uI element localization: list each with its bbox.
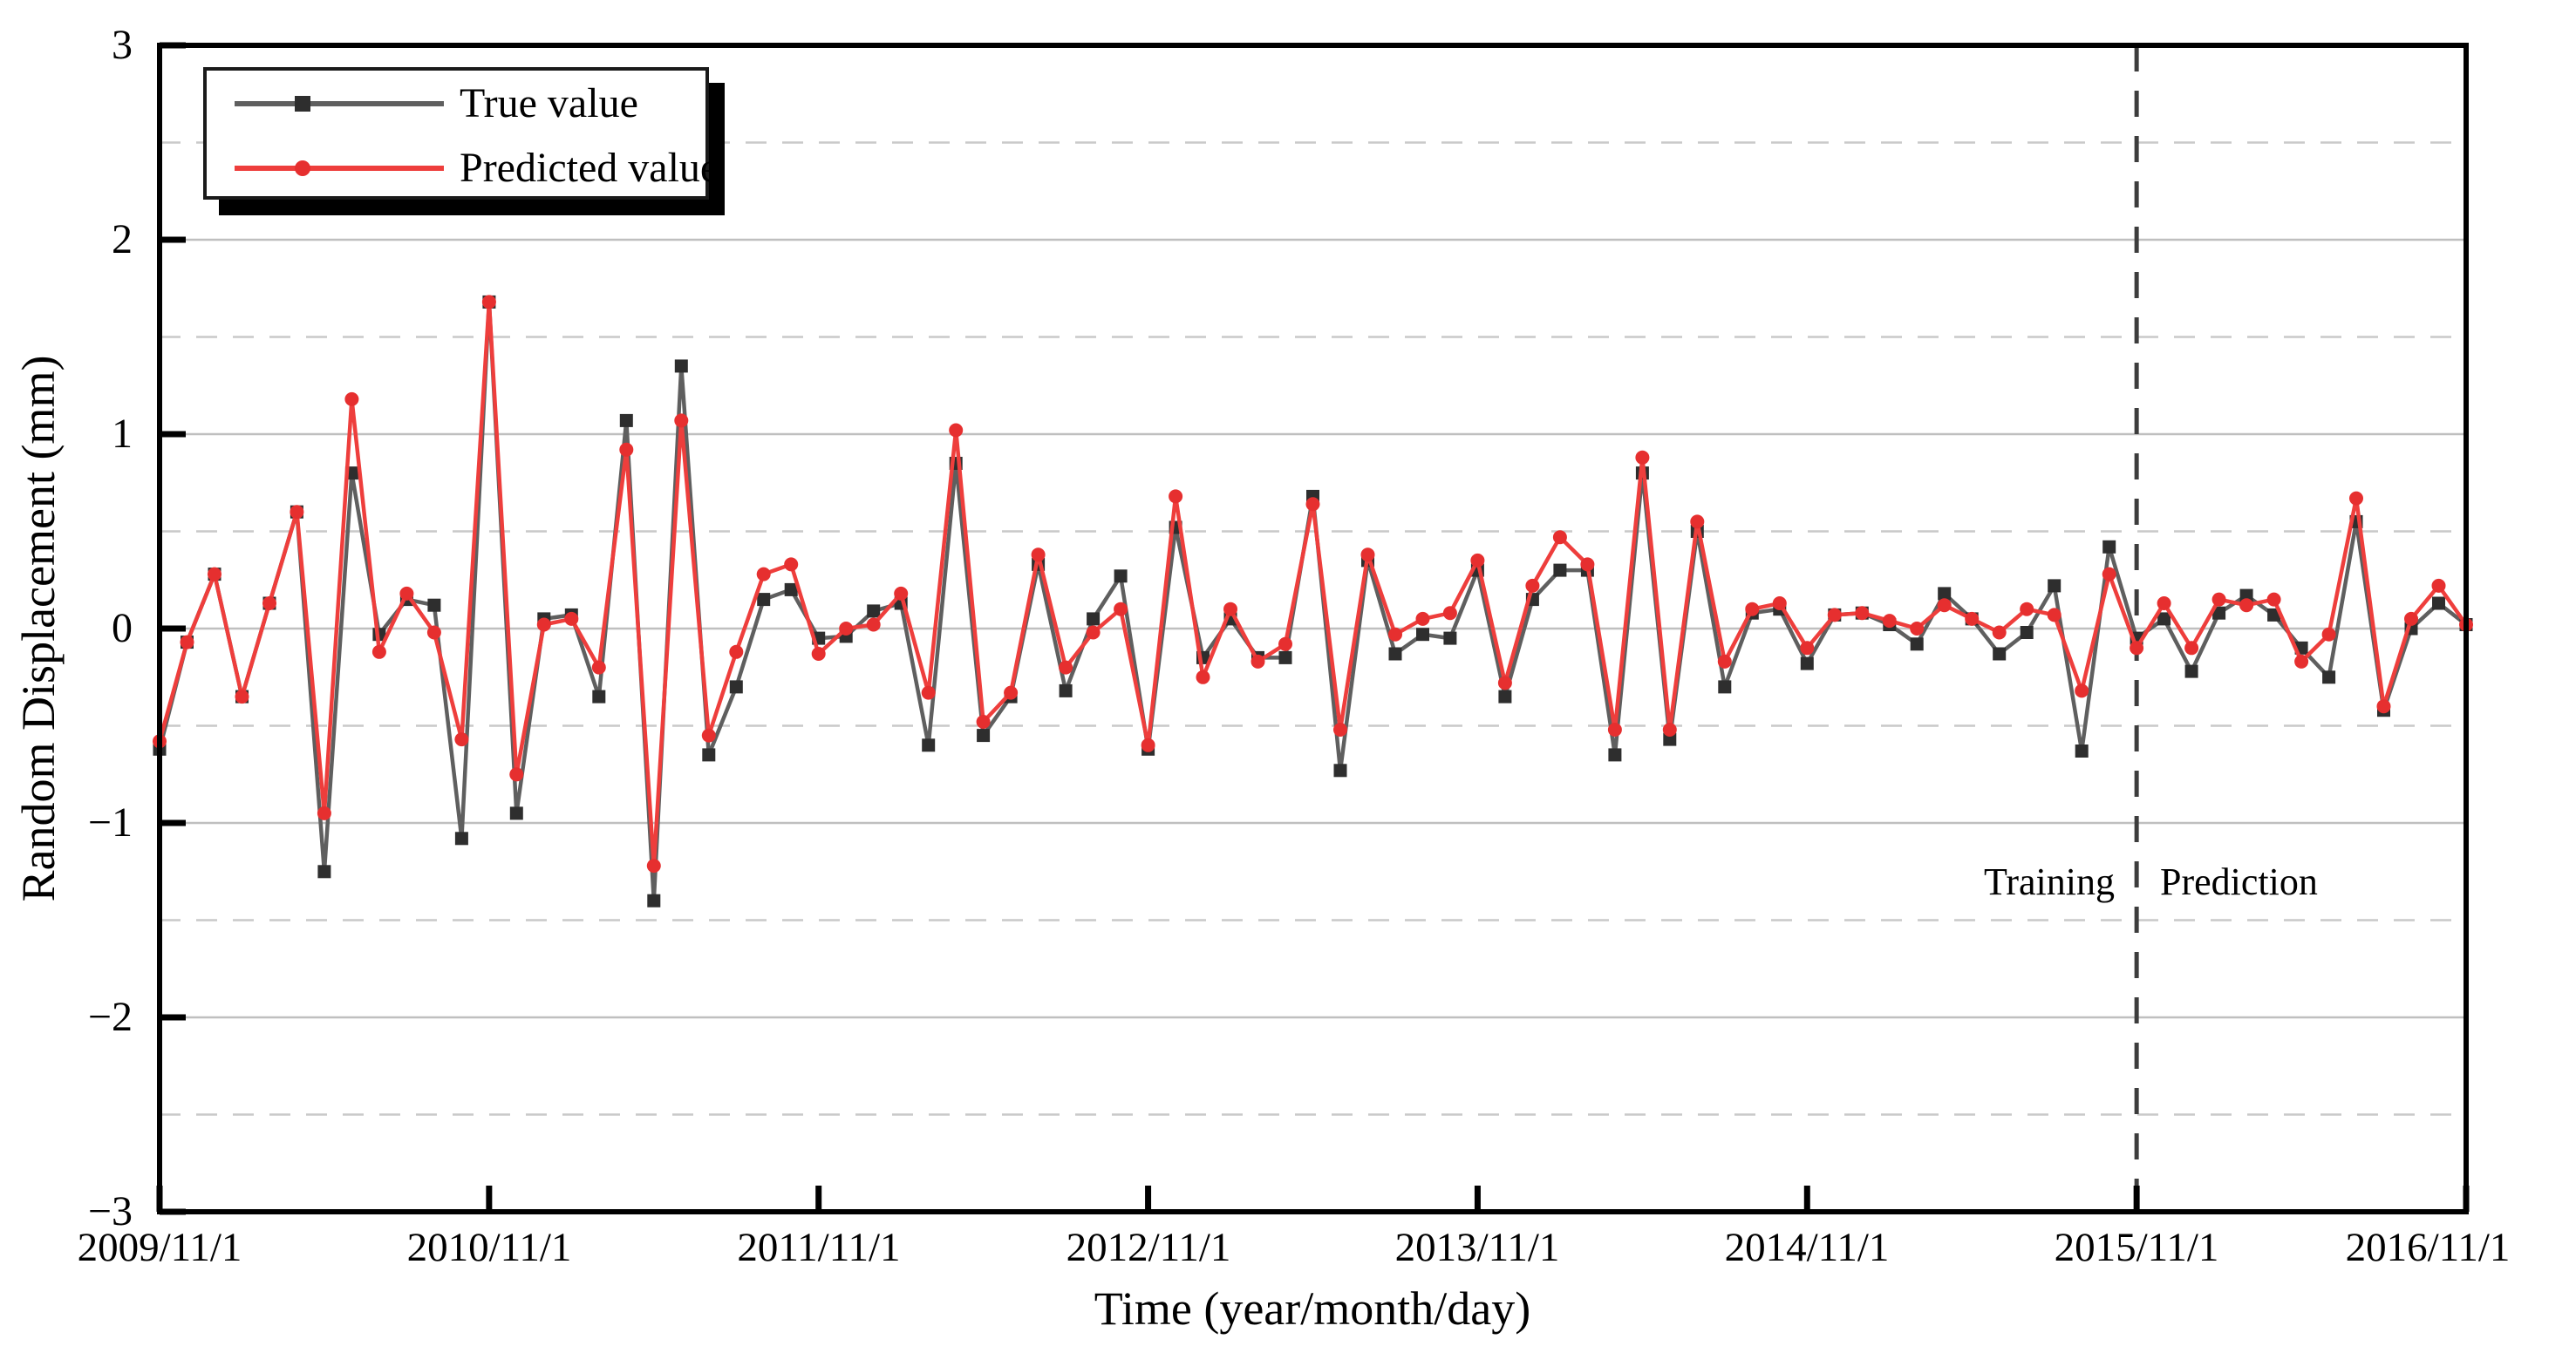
- y-tick-label: 0: [112, 605, 133, 651]
- x-tick-label: 2012/11/1: [1066, 1225, 1231, 1270]
- true-series: [153, 295, 2473, 908]
- true-series-square-marker-icon: [295, 96, 310, 112]
- y-tick-label: 3: [112, 22, 133, 68]
- x-tick-label: 2011/11/1: [737, 1225, 901, 1270]
- predicted-series-line-swatch: [235, 166, 444, 171]
- predicted-series: [153, 295, 2473, 874]
- x-tick-label: 2009/11/1: [77, 1225, 242, 1270]
- y-tick-label: −3: [87, 1188, 133, 1234]
- y-tick-label: 1: [112, 411, 133, 457]
- prediction-zone-label: Prediction: [2160, 860, 2318, 903]
- legend-label-predicted: Predicted value: [460, 145, 719, 191]
- x-tick-label: 2015/11/1: [2054, 1225, 2219, 1270]
- y-tick-label: −1: [87, 799, 133, 846]
- y-tick-label: 2: [112, 216, 133, 262]
- x-tick-label: 2014/11/1: [1724, 1225, 1890, 1270]
- legend: True value Predicted value: [203, 67, 719, 200]
- training-zone-label: Training: [1984, 860, 2115, 903]
- legend-label-true: True value: [460, 80, 638, 126]
- x-tick-label: 2016/11/1: [2345, 1225, 2511, 1270]
- x-axis-title: Time (year/month/day): [1094, 1282, 1531, 1335]
- x-tick-label: 2010/11/1: [406, 1225, 572, 1270]
- predicted-series-circle-marker-icon: [295, 160, 310, 176]
- true-series-line-swatch: [235, 101, 444, 106]
- x-tick-label: 2013/11/1: [1394, 1225, 1560, 1270]
- y-tick-label: −2: [87, 994, 133, 1040]
- plot-frame: [157, 43, 2469, 1214]
- y-axis-title: Random Displacement (mm): [12, 355, 65, 902]
